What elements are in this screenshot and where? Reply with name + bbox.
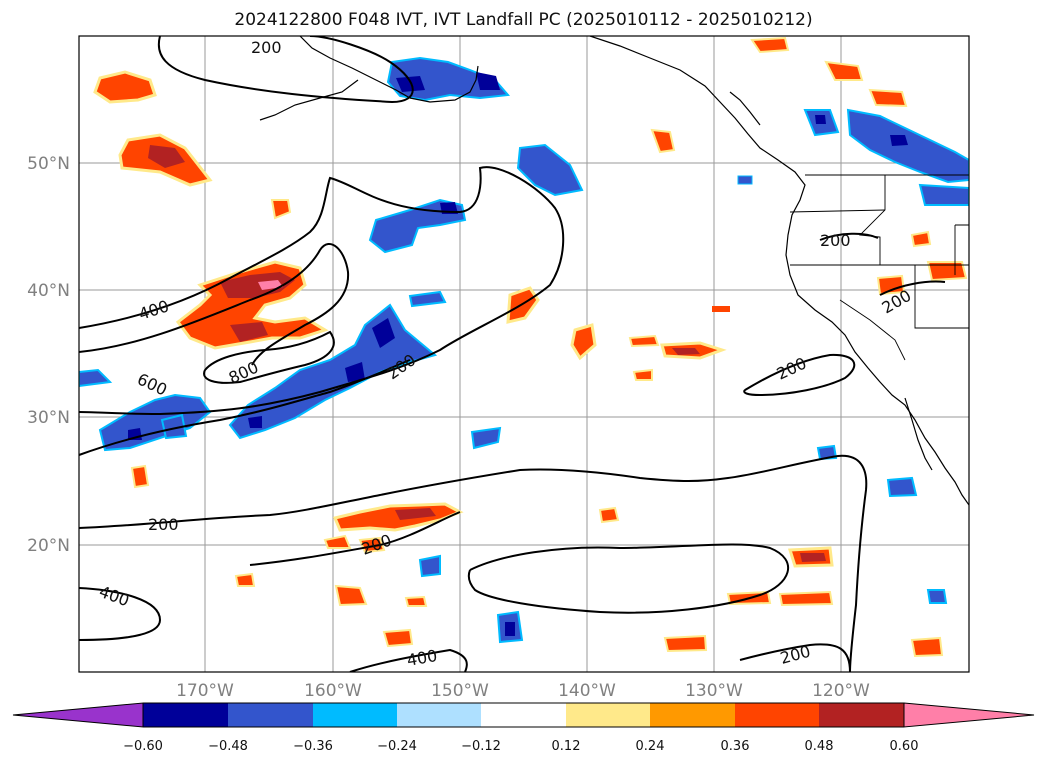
- lon-label-140w: 140°W: [558, 681, 616, 701]
- borders: [789, 174, 969, 361]
- colorbar-segment: [481, 703, 566, 727]
- coastlines: [259, 36, 969, 506]
- colorbar-segment: [735, 703, 819, 727]
- lat-label-50n: 50°N: [27, 154, 70, 174]
- colorbar-left-extension: [12, 702, 144, 728]
- colorbar-tick-label: 0.24: [636, 739, 665, 754]
- colorbar-segment: [650, 703, 735, 727]
- colorbar-segment: [228, 703, 313, 727]
- colorbar-tick-labels: −0.60 −0.48 −0.36 −0.24 −0.12 0.12 0.24 …: [123, 739, 918, 754]
- colorbar-segment: [143, 703, 228, 727]
- contour-label: 200: [820, 231, 851, 250]
- contour-label: 200: [148, 515, 179, 534]
- latitude-labels: 50°N 40°N 30°N 20°N: [27, 154, 70, 556]
- lon-label-150w: 150°W: [431, 681, 489, 701]
- colorbar-segment: [397, 703, 481, 727]
- colorbar-segment: [313, 703, 397, 727]
- lat-label-30n: 30°N: [27, 408, 70, 428]
- colorbar-tick-label: 0.36: [721, 739, 750, 754]
- lon-label-160w: 160°W: [304, 681, 362, 701]
- colorbar-segment: [566, 703, 650, 727]
- colorbar-tick-label: 0.48: [805, 739, 834, 754]
- colorbar: −0.60 −0.48 −0.36 −0.24 −0.12 0.12 0.24 …: [12, 702, 1035, 754]
- longitude-labels: 170°W 160°W 150°W 140°W 130°W 120°W: [176, 681, 870, 701]
- colorbar-tick-label: −0.60: [123, 739, 163, 754]
- lon-label-170w: 170°W: [176, 681, 234, 701]
- plot-frame: [78, 35, 970, 673]
- positive-anomaly-fill: [93, 36, 968, 658]
- colorbar-right-extension: [903, 702, 1035, 728]
- colorbar-tick-label: −0.48: [208, 739, 248, 754]
- colorbar-tick-label: −0.36: [293, 739, 333, 754]
- ivt-contours: [79, 36, 946, 672]
- lat-label-20n: 20°N: [27, 536, 70, 556]
- lon-label-130w: 130°W: [685, 681, 743, 701]
- colorbar-segment: [819, 703, 904, 727]
- colorbar-tick-label: −0.24: [377, 739, 417, 754]
- colorbar-tick-label: 0.12: [552, 739, 581, 754]
- colorbar-tick-label: −0.12: [461, 739, 501, 754]
- colorbar-tick-label: 0.60: [890, 739, 919, 754]
- map-title: 2024122800 F048 IVT, IVT Landfall PC (20…: [234, 10, 813, 30]
- contour-label: 200: [251, 38, 282, 57]
- lon-label-120w: 120°W: [812, 681, 870, 701]
- lat-label-40n: 40°N: [27, 281, 70, 301]
